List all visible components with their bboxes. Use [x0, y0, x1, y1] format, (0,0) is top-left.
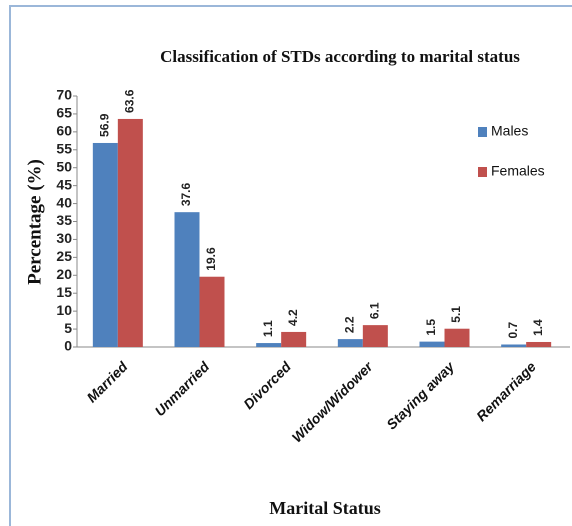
legend-label: Females [491, 163, 545, 179]
data-label: 0.7 [506, 321, 520, 338]
y-tick-label: 20 [56, 266, 72, 282]
x-tick-label: Unmarried [151, 358, 212, 419]
x-tick-label: Remarriage [473, 358, 539, 424]
data-label: 63.6 [123, 89, 137, 113]
data-label: 2.2 [343, 316, 357, 333]
y-tick-label: 70 [56, 87, 72, 103]
bar [362, 325, 388, 347]
y-tick-label: 60 [56, 123, 72, 139]
bar [199, 276, 225, 347]
bar [444, 328, 470, 347]
chart-title: Classification of STDs according to mari… [160, 47, 520, 66]
bar [117, 118, 143, 347]
data-label: 56.9 [98, 113, 112, 137]
bar [419, 341, 445, 347]
x-axis-title: Marital Status [269, 498, 381, 518]
data-label: 1.5 [424, 319, 438, 336]
y-tick-label: 40 [56, 194, 72, 210]
x-tick-label: Staying away [383, 358, 458, 433]
data-label: 1.1 [261, 320, 275, 337]
x-tick-label: Widow/Widower [289, 357, 377, 445]
data-label: 1.4 [531, 319, 545, 336]
y-tick-label: 0 [64, 338, 72, 354]
data-label: 4.2 [286, 309, 300, 326]
legend-swatch [478, 167, 487, 177]
y-tick-label: 15 [56, 284, 72, 300]
frame [9, 5, 572, 526]
y-tick-label: 25 [56, 248, 72, 264]
y-tick-label: 65 [56, 105, 72, 121]
legend-label: Males [491, 123, 528, 139]
bar [256, 343, 282, 347]
x-tick-label: Married [83, 358, 130, 405]
y-tick-label: 45 [56, 176, 72, 192]
y-tick-label: 55 [56, 140, 72, 156]
bar [174, 212, 200, 347]
y-tick-label: 50 [56, 158, 72, 174]
y-axis-title: Percentage (%) [24, 159, 45, 285]
legend-swatch [478, 127, 487, 137]
data-label: 5.1 [449, 306, 463, 323]
bar [281, 331, 307, 347]
y-tick-label: 35 [56, 212, 72, 228]
y-tick-label: 10 [56, 302, 72, 318]
bar [501, 344, 527, 347]
y-tick-label: 5 [64, 320, 72, 336]
bar [92, 142, 118, 347]
y-tick-label: 30 [56, 230, 72, 246]
data-label: 37.6 [179, 182, 193, 206]
bar [526, 341, 552, 347]
bar [337, 339, 363, 347]
data-label: 19.6 [204, 247, 218, 271]
data-label: 6.1 [368, 302, 382, 319]
x-tick-label: Divorced [240, 358, 294, 412]
